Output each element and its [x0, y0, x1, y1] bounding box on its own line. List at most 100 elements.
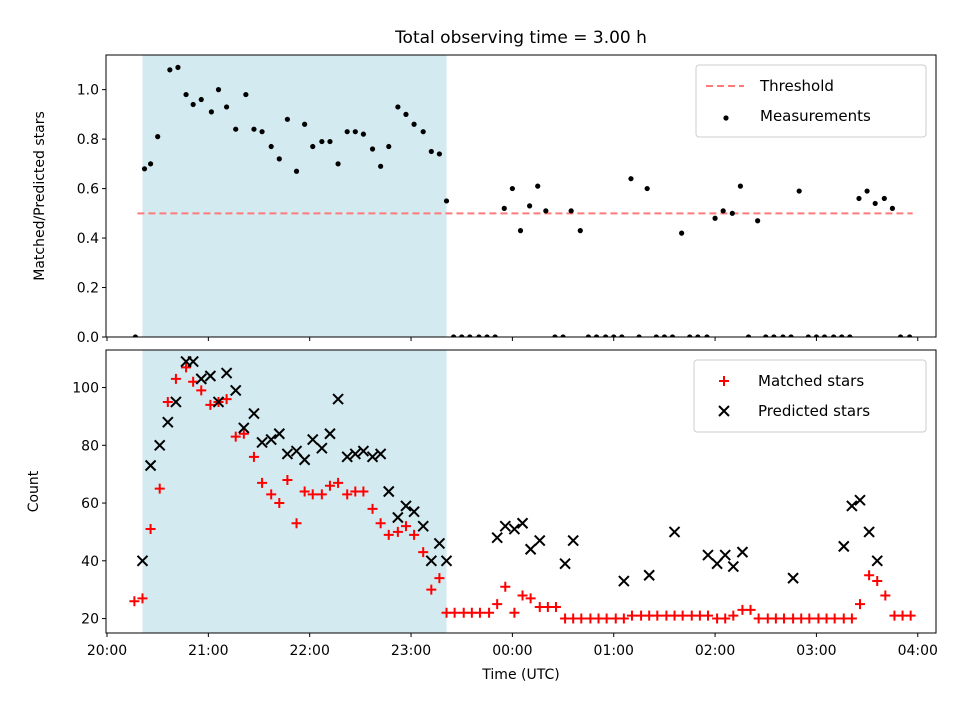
- y-tick-label: 20: [81, 612, 99, 628]
- point-predicted: [719, 549, 731, 561]
- point-predicted: [400, 500, 412, 512]
- point-measurement: [805, 334, 811, 337]
- point-matched: [418, 547, 429, 558]
- point-predicted: [880, 671, 890, 681]
- point-measurement: [872, 200, 878, 207]
- point-matched: [266, 489, 277, 500]
- point-matched: [449, 607, 460, 618]
- point-matched: [205, 399, 216, 410]
- point-matched: [291, 518, 302, 529]
- point-matched: [864, 570, 875, 581]
- point-matched: [333, 477, 344, 488]
- point-predicted: [212, 396, 225, 408]
- point-measurement: [183, 91, 189, 98]
- point-predicted: [341, 451, 353, 463]
- x-tick-label: 20:00: [87, 643, 127, 659]
- point-measurement: [619, 334, 625, 337]
- point-predicted: [248, 407, 260, 420]
- point-measurement: [251, 126, 257, 132]
- point-matched: [196, 385, 207, 396]
- point-predicted: [374, 448, 387, 460]
- point-measurement: [755, 218, 761, 224]
- chart-title: Total observing time = 3.00 h: [394, 28, 647, 48]
- point-measurement: [535, 183, 541, 189]
- point-measurement: [369, 146, 376, 152]
- point-matched: [409, 529, 420, 540]
- y-tick-label: 60: [81, 496, 99, 512]
- y-tick-label: 0.4: [77, 231, 99, 247]
- point-matched: [274, 498, 285, 509]
- point-predicted: [392, 511, 404, 524]
- point-measurement: [669, 334, 676, 337]
- point-measurement: [745, 334, 752, 337]
- point-measurement: [319, 138, 325, 145]
- point-measurement: [492, 334, 498, 337]
- point-predicted: [256, 436, 268, 449]
- point-predicted: [408, 506, 420, 518]
- point-predicted: [383, 485, 395, 498]
- point-matched: [299, 486, 310, 497]
- point-matched: [307, 489, 318, 500]
- point-matched: [576, 613, 587, 624]
- point-measurement: [644, 185, 650, 192]
- point-matched: [500, 581, 511, 592]
- point-matched: [728, 610, 739, 621]
- point-matched: [550, 602, 561, 613]
- point-measurement: [543, 208, 549, 214]
- point-matched: [804, 613, 815, 624]
- y-tick-label: 0.8: [77, 132, 99, 148]
- point-measurement: [420, 129, 426, 135]
- point-measurement: [509, 185, 515, 192]
- point-matched: [137, 593, 148, 604]
- legend-label: Measurements: [760, 107, 871, 125]
- point-matched: [829, 613, 840, 624]
- point-measurement: [395, 104, 401, 110]
- point-measurement: [907, 334, 913, 337]
- point-matched: [753, 613, 764, 624]
- point-predicted: [727, 560, 740, 573]
- point-matched: [342, 489, 353, 500]
- point-measurement: [763, 334, 769, 337]
- point-predicted: [170, 396, 182, 408]
- x-tick-label: 23:00: [391, 643, 431, 659]
- point-predicted: [559, 557, 571, 570]
- point-predicted: [567, 534, 579, 547]
- point-measurement: [847, 334, 853, 337]
- point-predicted: [290, 445, 303, 457]
- point-measurement: [378, 163, 384, 169]
- x-axis-label: Time (UTC): [481, 667, 559, 683]
- point-predicted: [332, 393, 344, 405]
- point-predicted: [618, 575, 630, 587]
- point-measurement: [190, 101, 196, 108]
- point-measurement: [737, 183, 744, 189]
- point-measurement: [403, 111, 409, 117]
- point-matched: [316, 489, 327, 500]
- point-predicted: [307, 433, 319, 446]
- point-matched: [375, 518, 386, 529]
- point-predicted: [854, 494, 866, 506]
- point-measurement: [517, 228, 524, 234]
- point-matched: [181, 362, 192, 373]
- point-matched: [230, 431, 241, 442]
- legend-label: Predicted stars: [758, 402, 870, 420]
- point-measurement: [459, 334, 465, 337]
- point-predicted: [508, 523, 521, 535]
- point-matched: [434, 573, 445, 584]
- point-measurement: [259, 129, 265, 135]
- point-measurement: [560, 334, 566, 337]
- point-matched: [426, 584, 437, 595]
- point-matched: [492, 599, 503, 610]
- y-tick-label: 1.0: [77, 83, 99, 99]
- point-predicted: [154, 439, 166, 452]
- point-predicted: [524, 543, 537, 555]
- x-tick-label: 22:00: [290, 643, 330, 659]
- point-predicted: [265, 433, 277, 446]
- point-measurement: [484, 334, 490, 337]
- x-tick-label: 01:00: [594, 643, 634, 659]
- point-matched: [257, 477, 268, 488]
- point-measurement: [788, 334, 794, 337]
- legend-box: [695, 64, 927, 138]
- point-measurement: [268, 143, 274, 150]
- point-measurement: [889, 205, 896, 211]
- point-measurement: [428, 148, 434, 155]
